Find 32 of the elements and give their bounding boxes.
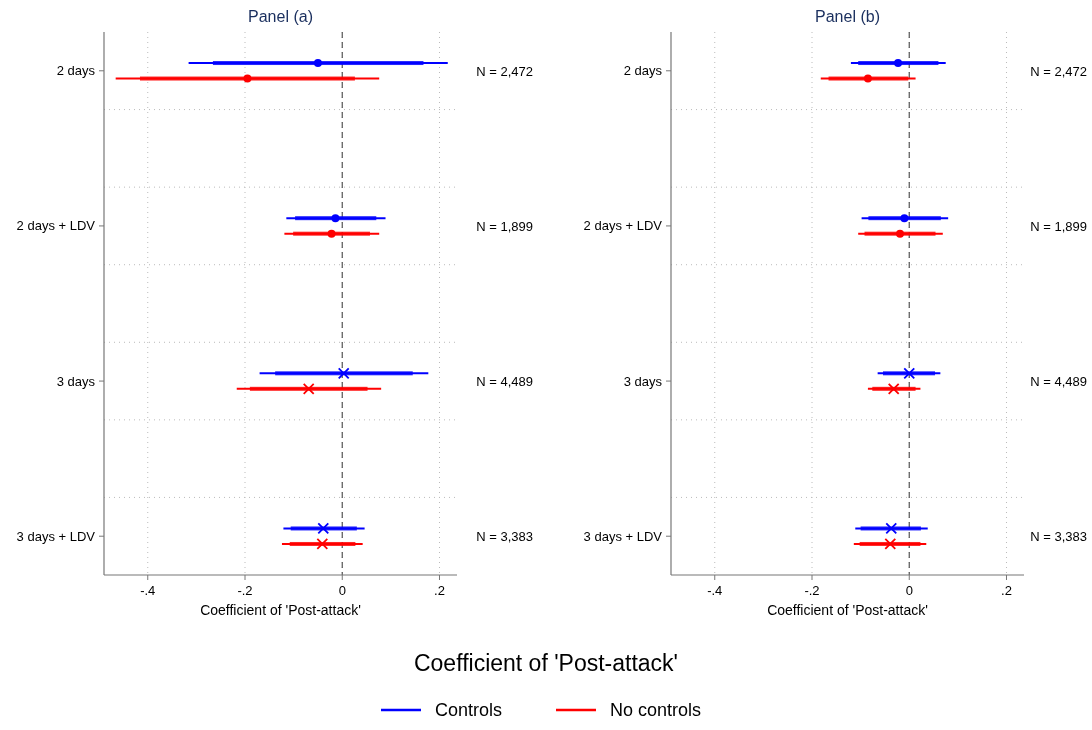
y-tick-label: 3 days	[623, 373, 663, 389]
x-tick-label: -.2	[237, 583, 253, 598]
text: N = 3,383	[476, 529, 533, 545]
text: N = 1,899	[1030, 218, 1087, 234]
chart-title: Panel (a)	[248, 8, 313, 25]
x-tick-label: 0	[338, 583, 346, 598]
y-tick-label: 2 days + LDV	[16, 218, 96, 234]
x-axis-title: Coefficient of 'Post-attack'	[200, 602, 361, 618]
y-tick-label: 3 days	[56, 373, 96, 389]
y-tick-label: 3 days + LDV	[583, 528, 663, 544]
text: N = 3,383	[1030, 529, 1087, 545]
text: N = 4,489	[1030, 374, 1087, 390]
x-tick-label: 0	[905, 583, 913, 598]
legend-label: Controls	[435, 700, 503, 720]
x-tick-label: -.4	[140, 583, 156, 598]
x-axis-title: Coefficient of 'Post-attack'	[767, 602, 928, 618]
text: N = 2,472	[1030, 63, 1087, 79]
text: N = 2,472	[476, 63, 533, 79]
y-tick-label: 2 days	[56, 63, 96, 79]
y-tick-label: 3 days + LDV	[16, 528, 96, 544]
x-tick-label: .2	[1001, 583, 1012, 598]
text: N = 1,899	[476, 218, 533, 234]
y-tick-label: 2 days	[623, 63, 663, 79]
y-tick-label: 2 days + LDV	[583, 218, 663, 234]
x-tick-label: .2	[434, 583, 445, 598]
text: Coefficient of 'Post-attack'	[413, 650, 679, 676]
text: N = 4,489	[476, 374, 533, 390]
chart-title: Panel (b)	[815, 8, 880, 25]
x-tick-label: -.2	[804, 583, 820, 598]
legend-label: No controls	[610, 700, 702, 720]
x-tick-label: -.4	[707, 583, 723, 598]
bar	[872, 386, 916, 391]
